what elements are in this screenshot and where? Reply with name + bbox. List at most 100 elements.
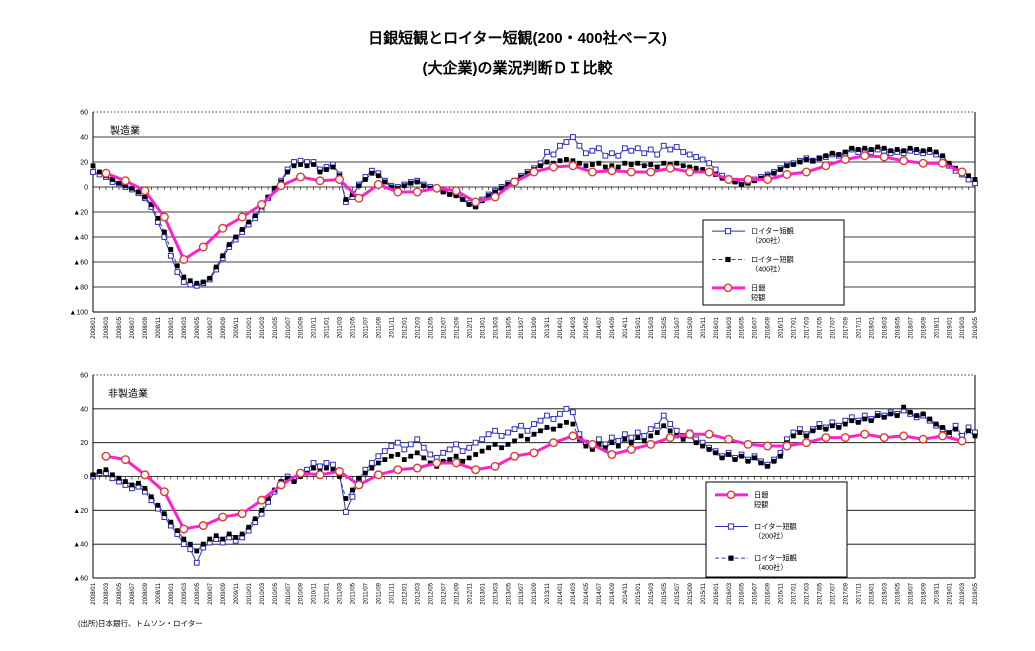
x-tick-label: 2014/05 [584, 582, 590, 604]
x-tick-label: 2011/05 [351, 316, 357, 338]
x-tick-label: 2011/01 [325, 316, 331, 338]
x-tick-label: 2016/03 [727, 316, 733, 338]
series-reuters400 [90, 404, 978, 554]
x-tick-label: 2008/07 [130, 316, 136, 338]
source-note: (出所)日本銀行、トムソン・ロイター [78, 619, 203, 628]
x-tick-label: 2018/09 [921, 316, 927, 338]
x-tick-label: 2010/09 [299, 582, 305, 604]
x-tick-label: 2014/11 [623, 316, 629, 338]
x-tick-label: 2012/11 [467, 582, 473, 604]
x-tick-label: 2015/07 [675, 582, 681, 604]
x-tick-label: 2008/05 [117, 316, 123, 338]
x-tick-label: 2013/03 [493, 316, 499, 338]
x-tick-label: 2014/09 [610, 316, 616, 338]
panel-label: 非製造業 [108, 387, 148, 400]
x-tick-label: 2016/07 [753, 582, 759, 604]
x-tick-label: 2010/09 [299, 316, 305, 338]
x-tick-label: 2010/11 [312, 582, 318, 604]
x-tick-label: 2016/11 [779, 582, 785, 604]
x-tick-label: 2009/03 [182, 316, 188, 338]
page-title-line2: (大企業)の業況判断ＤＩ比較 [422, 60, 613, 77]
legend-label: （200社） [754, 532, 788, 541]
x-tick-label: 2017/05 [818, 582, 824, 604]
x-tick-label: 2012/03 [415, 582, 421, 604]
legend: ロイター短観（200社）ロイター短観（400社）日銀短観 [702, 219, 845, 306]
x-tick-label: 2017/11 [856, 582, 862, 604]
x-tick-label: 2013/07 [519, 582, 525, 604]
x-tick-label: 2015/01 [636, 582, 642, 604]
x-tick-label: 2018/05 [895, 582, 901, 604]
y-tick-label: ▲60 [73, 576, 88, 583]
x-tick-label: 2009/01 [169, 316, 175, 338]
x-tick-label: 2011/11 [390, 582, 396, 603]
legend-label: ロイター短観 [751, 227, 794, 236]
x-tick-label: 2008/07 [130, 582, 136, 604]
x-tick-label: 2013/11 [545, 316, 551, 338]
x-tick-label: 2011/03 [338, 582, 344, 604]
x-tick-label: 2009/03 [182, 582, 188, 604]
x-tick-label: 2013/07 [519, 316, 525, 338]
x-tick-label: 2015/05 [662, 316, 668, 338]
x-tick-label: 2008/01 [91, 316, 97, 338]
x-tick-label: 2014/07 [597, 582, 603, 604]
x-tick-label: 2017/07 [831, 582, 837, 604]
zero-axis-ticks [92, 187, 976, 190]
x-tick-label: 2015/11 [701, 316, 707, 338]
x-axis-labels: 2008/01 2008/03 2008/05 2008/07 2008/09 2008/… [91, 582, 979, 604]
x-tick-label: 2012/01 [402, 582, 408, 604]
x-tick-label: 2018/03 [882, 316, 888, 338]
x-tick-label: 2012/07 [441, 316, 447, 338]
x-tick-label: 2016/07 [753, 316, 759, 338]
series-boj [101, 151, 967, 264]
x-tick-label: 2011/09 [377, 582, 383, 604]
x-tick-label: 2009/11 [234, 316, 240, 338]
x-tick-label: 2014/09 [610, 582, 616, 604]
x-tick-label: 2014/03 [571, 316, 577, 338]
x-tick-label: 2013/01 [480, 316, 486, 338]
legend-label: 短観 [754, 500, 768, 509]
x-tick-label: 2016/05 [740, 316, 746, 338]
x-tick-label: 2014/11 [623, 582, 629, 604]
chart-title: 日銀短観とロイター短観(200・400社ベース) (大企業)の業況判断ＤＩ比較 [0, 24, 1035, 84]
y-tick-label: ▲40 [73, 542, 88, 549]
x-tick-label: 2010/01 [247, 316, 253, 338]
x-tick-label: 2012/07 [441, 582, 447, 604]
x-tick-label: 2018/11 [934, 582, 940, 604]
x-tick-label: 2010/01 [247, 582, 253, 604]
page-title-line1: 日銀短観とロイター短観(200・400社ベース) [368, 30, 667, 47]
x-tick-label: 2013/01 [480, 582, 486, 604]
x-tick-label: 2009/01 [169, 582, 175, 604]
x-tick-label: 2014/03 [571, 582, 577, 604]
x-tick-label: 2016/01 [714, 582, 720, 604]
x-tick-label: 2012/05 [428, 316, 434, 338]
x-tick-label: 2012/11 [467, 316, 473, 338]
x-tick-label: 2015/03 [649, 316, 655, 338]
x-tick-label: 2013/09 [532, 316, 538, 338]
x-tick-label: 2008/09 [143, 316, 149, 338]
x-tick-label: 2009/07 [208, 582, 214, 604]
x-tick-label: 2009/07 [208, 316, 214, 338]
x-tick-label: 2014/05 [584, 316, 590, 338]
legend-label: ロイター短観 [751, 255, 794, 264]
y-tick-label: ▲40 [73, 235, 88, 242]
y-tick-label: 60 [80, 110, 88, 117]
y-tick-label: 60 [80, 373, 88, 380]
x-tick-label: 2016/09 [766, 582, 772, 604]
x-tick-label: 2018/05 [895, 316, 901, 338]
x-tick-label: 2019/01 [947, 316, 953, 338]
x-tick-label: 2013/03 [493, 582, 499, 604]
legend-label: 短観 [751, 293, 765, 302]
x-tick-label: 2017/05 [818, 316, 824, 338]
legend-label: （400社） [754, 563, 788, 572]
x-tick-label: 2011/01 [325, 582, 331, 604]
x-tick-label: 2010/11 [312, 316, 318, 338]
x-tick-label: 2008/01 [91, 582, 97, 604]
x-tick-label: 2017/03 [805, 582, 811, 604]
x-tick-label: 2015/11 [701, 582, 707, 604]
x-tick-label: 2010/07 [286, 316, 292, 338]
x-tick-label: 2013/09 [532, 582, 538, 604]
